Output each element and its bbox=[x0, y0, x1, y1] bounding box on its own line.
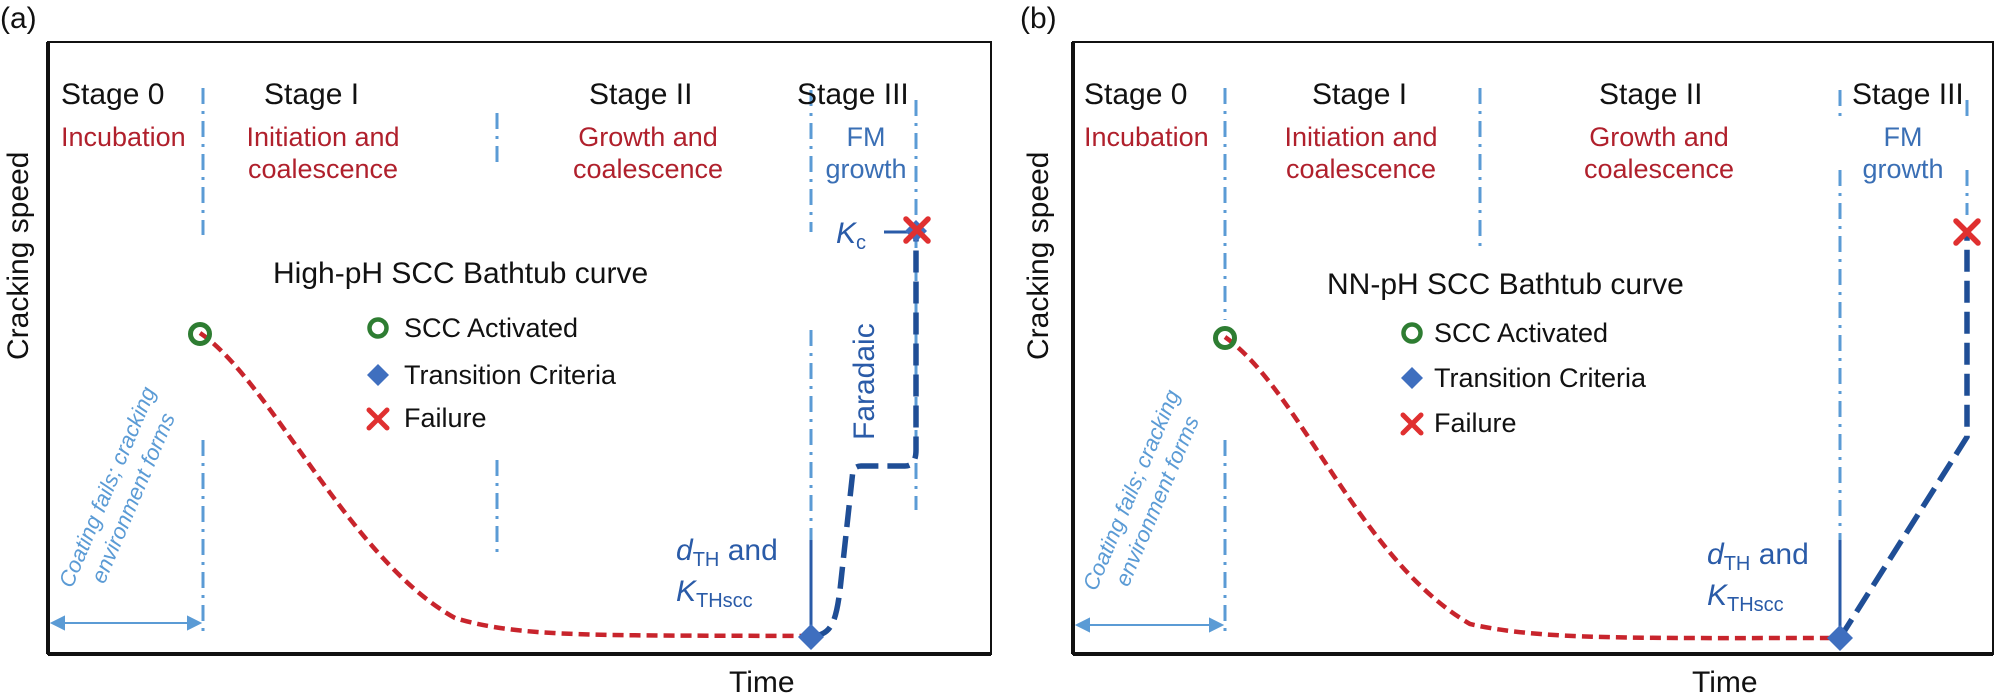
threshold-label: dTH and KTHscc bbox=[1707, 536, 1809, 618]
decline-curve bbox=[1223, 335, 1841, 641]
stage-2-label: Stage II bbox=[589, 78, 693, 111]
diagram-title: High-pH SCC Bathtub curve bbox=[273, 257, 649, 290]
stage-2-sub-line2: coalescence bbox=[572, 154, 724, 185]
incubation-arrow bbox=[1074, 617, 1225, 633]
stage-0-sub: Incubation bbox=[61, 122, 186, 152]
stage-0-label: Stage 0 bbox=[1084, 78, 1188, 111]
legend-transition: Transition Criteria bbox=[1434, 363, 1647, 393]
stage-1-sub: Initiation and coalescence bbox=[238, 121, 408, 186]
stage-1-sub-line2: coalescence bbox=[1285, 154, 1437, 185]
stage-3-label: Stage III bbox=[1852, 78, 1964, 111]
threshold-d: d bbox=[676, 534, 693, 567]
decline-curve bbox=[198, 331, 812, 639]
panel-label: (a) bbox=[0, 2, 37, 35]
panel-a: (a) Stage 0 Stage I Stage II Stage III I… bbox=[0, 2, 992, 699]
kc-sub: c bbox=[856, 232, 867, 254]
threshold-label: dTH and KTHscc bbox=[676, 532, 778, 614]
transition-marker bbox=[798, 624, 824, 650]
stage-2-sub-line2: coalescence bbox=[1583, 154, 1735, 185]
fm-line1: FM bbox=[1883, 122, 1923, 152]
circle-marker-icon bbox=[1401, 322, 1423, 344]
scc-activated-marker bbox=[188, 322, 212, 346]
stage-1-sub: Initiation and coalescence bbox=[1276, 121, 1446, 186]
panel-b: (b) Stage 0 Stage I Stage II Stage III I… bbox=[1000, 0, 2000, 700]
stage-2-label: Stage II bbox=[1599, 78, 1703, 111]
x-axis-label: Time bbox=[729, 666, 795, 699]
x-marker-icon bbox=[366, 407, 390, 431]
legend-failure: Failure bbox=[404, 403, 487, 433]
threshold-and: and bbox=[719, 534, 778, 567]
threshold-d-sub: TH bbox=[1723, 553, 1751, 575]
threshold-k: K bbox=[676, 575, 697, 608]
y-axis-label: Cracking speed bbox=[1022, 151, 1055, 360]
y-axis-label: Cracking speed bbox=[2, 151, 35, 360]
threshold-and: and bbox=[1750, 538, 1809, 571]
stage-2-sub: Growth and coalescence bbox=[1574, 121, 1744, 186]
scc-activated-marker bbox=[1213, 326, 1237, 350]
transition-marker bbox=[1827, 625, 1853, 651]
diamond-marker-icon bbox=[367, 364, 389, 386]
legend-activated: SCC Activated bbox=[404, 313, 579, 343]
threshold-k-sub: THscc bbox=[696, 590, 753, 612]
incubation-arrow bbox=[49, 615, 203, 631]
stage-2-sub-line1: Growth and bbox=[1589, 122, 1729, 152]
kc-k: K bbox=[836, 217, 857, 250]
stage-0-label: Stage 0 bbox=[61, 78, 165, 111]
fm-line1: FM bbox=[846, 122, 886, 152]
fm-line2: growth bbox=[825, 154, 907, 185]
threshold-d-sub: TH bbox=[692, 549, 720, 571]
circle-marker-icon bbox=[367, 317, 389, 339]
stage-1-sub-line1: Initiation and bbox=[246, 122, 400, 152]
legend-activated: SCC Activated bbox=[1434, 318, 1609, 348]
x-axis-label: Time bbox=[1692, 666, 1758, 699]
threshold-d: d bbox=[1707, 538, 1724, 571]
stage-1-sub-line1: Initiation and bbox=[1284, 122, 1438, 152]
growth-curve bbox=[1837, 235, 1970, 640]
fm-growth-label: FM growth bbox=[1853, 121, 1953, 186]
stage-2-sub-line1: Growth and bbox=[578, 122, 718, 152]
stage-0-sub: Incubation bbox=[1084, 122, 1209, 152]
stage-dividers bbox=[201, 88, 918, 636]
fm-growth-label: FM growth bbox=[816, 121, 916, 186]
fm-line2: growth bbox=[1862, 154, 1944, 185]
stage-1-sub-line2: coalescence bbox=[247, 154, 399, 185]
failure-marker bbox=[903, 216, 931, 244]
threshold-k-sub: THscc bbox=[1727, 594, 1784, 616]
kc-label: Kc bbox=[836, 217, 867, 254]
stage-1-label: Stage I bbox=[264, 78, 360, 111]
diagram-title: NN-pH SCC Bathtub curve bbox=[1327, 268, 1684, 301]
stage-2-sub: Growth and coalescence bbox=[563, 121, 733, 186]
diamond-marker-icon bbox=[1401, 367, 1423, 389]
panel-b-graphics bbox=[1071, 41, 1994, 656]
legend-transition: Transition Criteria bbox=[404, 360, 617, 390]
legend-failure: Failure bbox=[1434, 408, 1517, 438]
stage-1-label: Stage I bbox=[1312, 78, 1408, 111]
x-marker-icon bbox=[1400, 412, 1424, 436]
panel-label: (b) bbox=[1020, 2, 1057, 35]
stage-3-label: Stage III bbox=[797, 78, 909, 111]
threshold-k: K bbox=[1707, 579, 1728, 612]
failure-marker bbox=[1953, 218, 1981, 246]
faradaic-label: Faradaic bbox=[848, 323, 881, 440]
stage-dividers bbox=[1223, 88, 1969, 636]
panel-a-graphics bbox=[46, 41, 992, 656]
